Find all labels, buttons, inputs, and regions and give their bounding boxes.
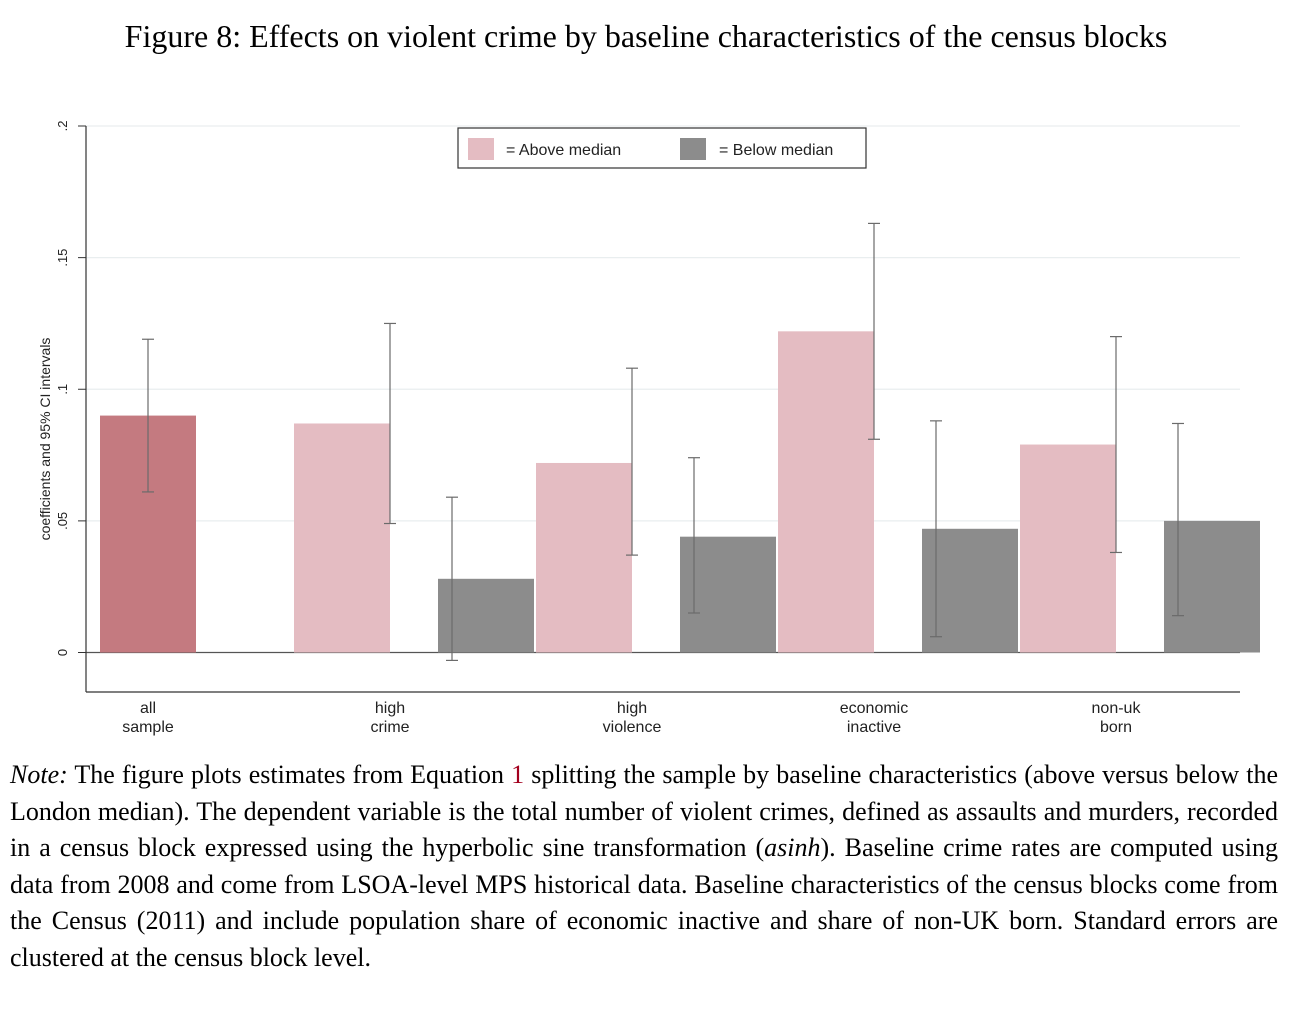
legend-label-below: = Below median xyxy=(719,142,833,159)
error-bar-above-median xyxy=(626,367,638,556)
error-bar-above-median xyxy=(868,222,880,440)
bar-above-median xyxy=(536,462,632,653)
y-tick-label: .15 xyxy=(55,249,70,267)
legend-box xyxy=(457,127,867,169)
bar-above-median xyxy=(778,331,874,653)
figure-title: Figure 8: Effects on violent crime by ba… xyxy=(124,18,1168,54)
error-bar-all-sample xyxy=(142,338,154,493)
x-tick-label: all sample xyxy=(122,700,174,736)
x-tick-label: high violence xyxy=(603,700,662,736)
x-tick-label: high crime xyxy=(370,700,409,736)
x-tick-label: non-uk born xyxy=(1092,700,1142,736)
bar-below-median xyxy=(680,536,776,653)
y-tick-label: .2 xyxy=(55,121,70,132)
y-tick-label: .1 xyxy=(55,384,70,395)
note-text-3: ). Baseline crime rates are computed usi… xyxy=(10,833,1278,972)
x-tick-label-line: high xyxy=(617,700,647,717)
error-bar-below-median xyxy=(688,457,700,614)
equation-reference-link[interactable]: 1 xyxy=(511,760,525,789)
y-tick-label: .05 xyxy=(55,512,70,530)
legend-swatch-below xyxy=(680,138,706,160)
x-tick-label-line: economic xyxy=(840,700,908,717)
legend: = Above median = Below median xyxy=(457,127,867,169)
x-tick-label-line: inactive xyxy=(847,719,901,736)
bar-above-median xyxy=(1020,444,1116,653)
y-tick-label: 0 xyxy=(55,649,70,656)
x-tick-label-line: violence xyxy=(603,719,662,736)
bar-below-median xyxy=(1164,520,1260,653)
legend-swatch-above xyxy=(468,138,494,160)
note-lead: Note: xyxy=(10,760,68,789)
x-tick-label-line: all xyxy=(140,700,156,717)
bar-below-median xyxy=(438,578,534,653)
x-tick-label-line: sample xyxy=(122,719,174,736)
note-text-2: splitting the sample by baseline charact… xyxy=(10,760,1278,862)
x-tick-label-line: non-uk xyxy=(1092,700,1142,717)
error-bar-below-median xyxy=(1172,422,1184,617)
legend-label-above: = Above median xyxy=(506,142,621,159)
figure-note: Note: The figure plots estimates from Eq… xyxy=(10,757,1278,976)
error-bar-above-median xyxy=(384,322,396,525)
x-tick-label-line: crime xyxy=(370,719,409,736)
x-tick-label-line: born xyxy=(1100,719,1132,736)
error-bar-above-median xyxy=(1110,336,1122,554)
x-tick-label: economic inactive xyxy=(840,700,908,736)
error-bar-below-median xyxy=(446,496,458,662)
bars xyxy=(100,331,1260,653)
axes: 0 .05 .1 .15 .2 all sample high crime high violenc… xyxy=(37,121,1240,736)
bar-above-median xyxy=(294,423,390,653)
error-bar-below-median xyxy=(930,420,942,638)
error-bars xyxy=(142,222,1184,662)
note-text-1: The figure plots estimates from Equation xyxy=(67,760,512,789)
bar-below-median xyxy=(922,528,1018,653)
x-tick-label-line: high xyxy=(375,700,405,717)
note-asinh: asinh xyxy=(764,833,821,862)
y-axis-title: coefficients and 95% CI intervals xyxy=(37,338,53,541)
bar-chart: 0 .05 .1 .15 .2 all sample high crime high violenc… xyxy=(37,121,1260,736)
